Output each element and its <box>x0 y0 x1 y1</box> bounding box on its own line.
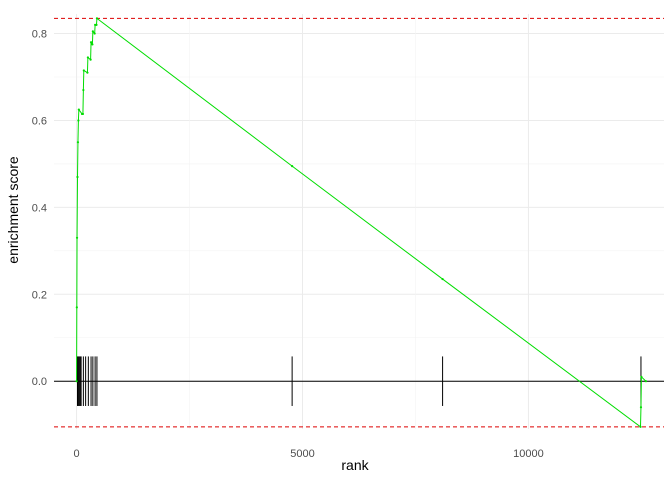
y-tick-label: 0.4 <box>32 202 47 214</box>
hit-marks <box>76 356 642 406</box>
y-tick-label: 0.0 <box>32 376 47 388</box>
series-point <box>76 175 79 179</box>
x-tick-labels: 0 5000 10000 <box>74 448 544 460</box>
series-point <box>441 277 444 281</box>
series-point <box>95 17 99 20</box>
series-point <box>93 32 96 35</box>
series-point <box>291 164 294 168</box>
series-point <box>89 41 93 44</box>
series-point <box>639 406 643 409</box>
series-point <box>77 108 80 111</box>
enrichment-curve <box>75 17 648 428</box>
series-point <box>639 425 642 428</box>
x-tick-label: 0 <box>74 448 80 460</box>
series-point <box>644 380 648 383</box>
series-point <box>89 58 92 61</box>
x-axis-title: rank <box>341 457 369 473</box>
x-tick-label: 5000 <box>290 448 314 460</box>
series-point <box>82 69 85 72</box>
series-line <box>76 17 647 428</box>
reference-lines <box>54 17 664 428</box>
series-point <box>95 23 98 26</box>
series-point <box>82 88 85 92</box>
x-tick-label: 10000 <box>513 448 544 460</box>
series-point <box>76 141 80 144</box>
series-point <box>75 380 78 383</box>
series-point <box>640 375 643 378</box>
y-axis-title: enrichment score <box>5 156 21 264</box>
y-tick-label: 0.2 <box>32 289 47 301</box>
y-tick-label: 0.6 <box>32 115 47 127</box>
series-point <box>75 236 79 239</box>
series-point <box>91 43 94 46</box>
series-point <box>81 112 85 116</box>
y-tick-labels: 0.0 0.2 0.4 0.6 0.8 <box>32 29 47 389</box>
series-point <box>86 56 89 59</box>
y-tick-label: 0.8 <box>32 29 47 41</box>
series-point <box>91 30 94 33</box>
series-point <box>77 119 80 122</box>
series-point <box>86 71 89 74</box>
series-point <box>75 306 78 309</box>
grid <box>54 14 664 429</box>
